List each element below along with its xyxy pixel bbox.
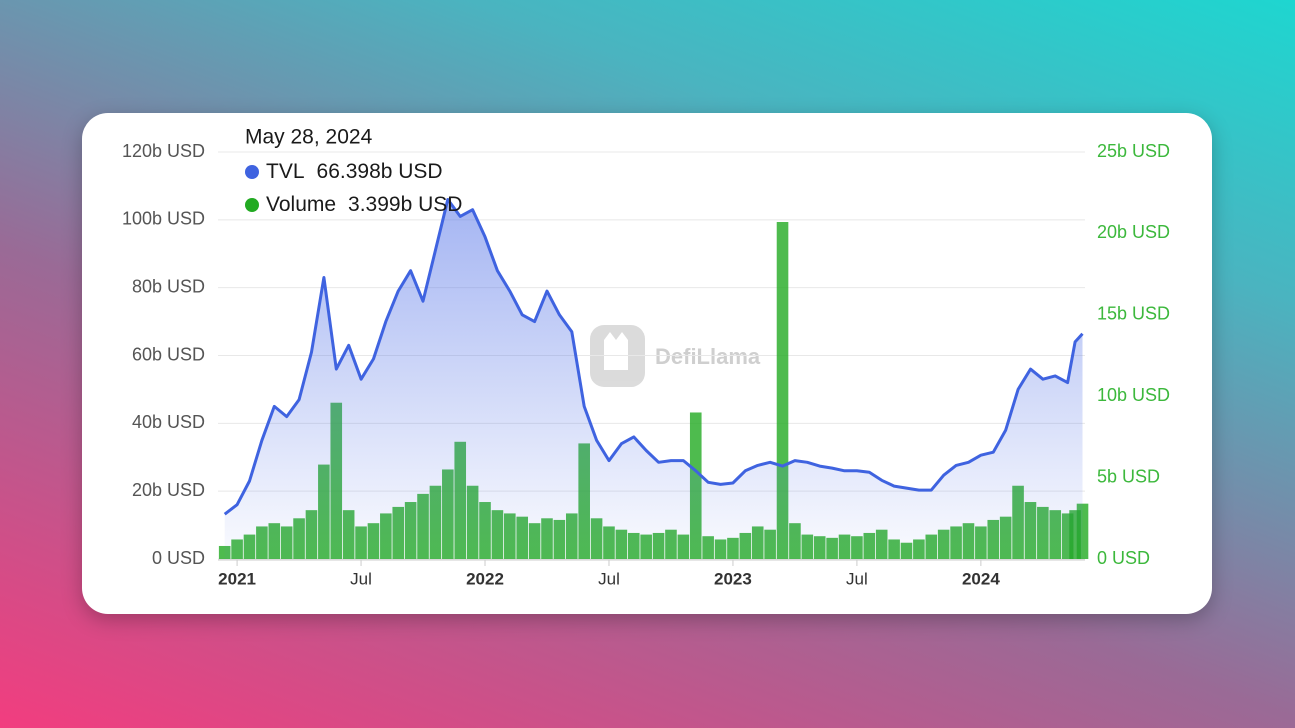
y-tick-label: 100b USD bbox=[122, 209, 205, 229]
tooltip-date: May 28, 2024 bbox=[245, 126, 373, 149]
tooltip-value: 3.399b USD bbox=[348, 193, 462, 216]
y-tick-label: 0 USD bbox=[152, 548, 205, 568]
tooltip-series: Volume bbox=[266, 193, 336, 216]
y-tick-label: 120b USD bbox=[122, 141, 205, 161]
tooltip-value: 66.398b USD bbox=[317, 160, 443, 183]
x-tick-label: 2022 bbox=[466, 569, 504, 588]
y-tick-label: 40b USD bbox=[132, 412, 205, 432]
y-tick-label: 20b USD bbox=[132, 480, 205, 500]
tooltip-row: TVL 66.398b USD bbox=[266, 160, 443, 183]
tvl-line bbox=[223, 198, 1084, 516]
x-tick-label: 2021 bbox=[218, 569, 256, 588]
tvl-area bbox=[224, 199, 1083, 559]
volume-bar bbox=[1076, 503, 1089, 559]
y2-tick-label: 25b USD bbox=[1097, 141, 1170, 161]
watermark-icon bbox=[604, 332, 628, 370]
tooltip-row: Volume 3.399b USD bbox=[266, 193, 462, 216]
y-tick-label: 60b USD bbox=[132, 344, 205, 364]
tooltip-series: TVL bbox=[266, 160, 305, 183]
y2-tick-label: 15b USD bbox=[1097, 304, 1170, 324]
x-tick-label: Jul bbox=[846, 569, 868, 588]
y2-tick-label: 20b USD bbox=[1097, 222, 1170, 242]
tooltip-dot bbox=[245, 198, 259, 212]
volume-bar bbox=[218, 545, 231, 559]
y-tick-label: 80b USD bbox=[132, 276, 205, 296]
tooltip: May 28, 2024 TVL 66.398b USD Volume 3.399b… bbox=[245, 126, 462, 216]
x-tick-label: 2023 bbox=[714, 569, 752, 588]
y2-tick-label: 0 USD bbox=[1097, 548, 1150, 568]
y2-tick-label: 5b USD bbox=[1097, 466, 1160, 486]
y2-tick-label: 10b USD bbox=[1097, 385, 1170, 405]
x-tick-label: Jul bbox=[350, 569, 372, 588]
x-tick-label: Jul bbox=[598, 569, 620, 588]
plot-area: 0 USD 20b USD 40b USD 60b USD 80b USD 100b US… bbox=[122, 141, 1170, 589]
watermark-text: DefiLlama bbox=[655, 344, 761, 369]
tooltip-dot bbox=[245, 165, 259, 179]
x-tick-label: 2024 bbox=[962, 569, 1000, 588]
volume-bar bbox=[776, 222, 789, 559]
